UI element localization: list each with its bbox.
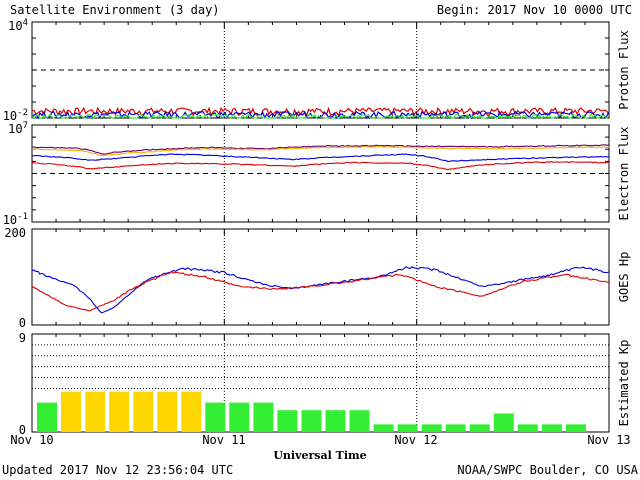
- series-red: [31, 160, 610, 171]
- series-blue: [31, 266, 610, 314]
- x-tick-label: Nov 10: [10, 433, 53, 447]
- updated-time: Updated 2017 Nov 12 23:56:04 UTC: [2, 463, 233, 477]
- series-red: [31, 106, 610, 118]
- kp-bar: [181, 391, 202, 432]
- kp-bar: [565, 424, 586, 432]
- series-green: [31, 113, 610, 120]
- series-purple: [31, 144, 610, 155]
- y-axis-label: Electron Flux: [617, 127, 631, 221]
- kp-bar: [61, 391, 81, 432]
- kp-bar: [133, 391, 154, 432]
- electron-flux-panel: 107 10-1 Electron Flux: [3, 121, 631, 227]
- y-tick-label: 104: [8, 18, 28, 33]
- kp-bar: [493, 413, 514, 432]
- x-tick-label: Nov 13: [587, 433, 630, 447]
- kp-bar: [301, 410, 322, 432]
- y-axis-label: GOES Hp: [617, 252, 631, 303]
- y-tick-label: 200: [4, 226, 26, 240]
- kp-bar: [541, 424, 562, 432]
- x-tick-label: Nov 11: [202, 433, 245, 447]
- panel-frame: [31, 228, 610, 326]
- credit-text: NOAA/SWPC Boulder, CO USA: [457, 463, 638, 477]
- estimated-kp-panel: 9 0 Estimated Kp: [19, 331, 631, 437]
- y-tick-label: 9: [19, 331, 26, 345]
- proton-flux-panel: 104 10-2 Proton Flux: [3, 18, 631, 123]
- y-tick-label: 107: [8, 121, 28, 136]
- begin-time: Begin: 2017 Nov 10 0000 UTC: [437, 3, 632, 17]
- kp-bar: [421, 424, 442, 432]
- y-axis-label: Proton Flux: [617, 30, 631, 109]
- goes-hp-panel: 200 0 GOES Hp: [4, 226, 631, 330]
- kp-bar: [469, 424, 490, 432]
- y-axis-label: Estimated Kp: [617, 340, 631, 427]
- x-tick-label: Nov 12: [394, 433, 437, 447]
- kp-bar: [373, 424, 394, 432]
- kp-bar: [109, 391, 130, 432]
- kp-bar: [205, 402, 226, 432]
- kp-bar: [445, 424, 466, 432]
- y-tick-label: 10-1: [3, 212, 28, 227]
- kp-bar: [517, 424, 538, 432]
- x-axis-label: Universal Time: [273, 449, 366, 462]
- series-blue: [31, 153, 610, 163]
- y-tick-label: 0: [19, 423, 26, 437]
- kp-bar: [253, 402, 274, 432]
- chart-title: Satellite Environment (3 day): [10, 3, 220, 17]
- kp-bar: [229, 402, 250, 432]
- kp-bar: [157, 391, 178, 432]
- y-tick-label: 0: [19, 316, 26, 330]
- series-red: [31, 270, 610, 312]
- kp-bar: [397, 424, 418, 432]
- kp-bar: [85, 391, 106, 432]
- kp-bar: [277, 410, 298, 432]
- kp-bar: [349, 410, 370, 432]
- kp-bar: [37, 402, 57, 432]
- kp-bar: [325, 410, 346, 432]
- series-orange: [31, 145, 610, 156]
- y-tick-label: 10-2: [3, 108, 28, 123]
